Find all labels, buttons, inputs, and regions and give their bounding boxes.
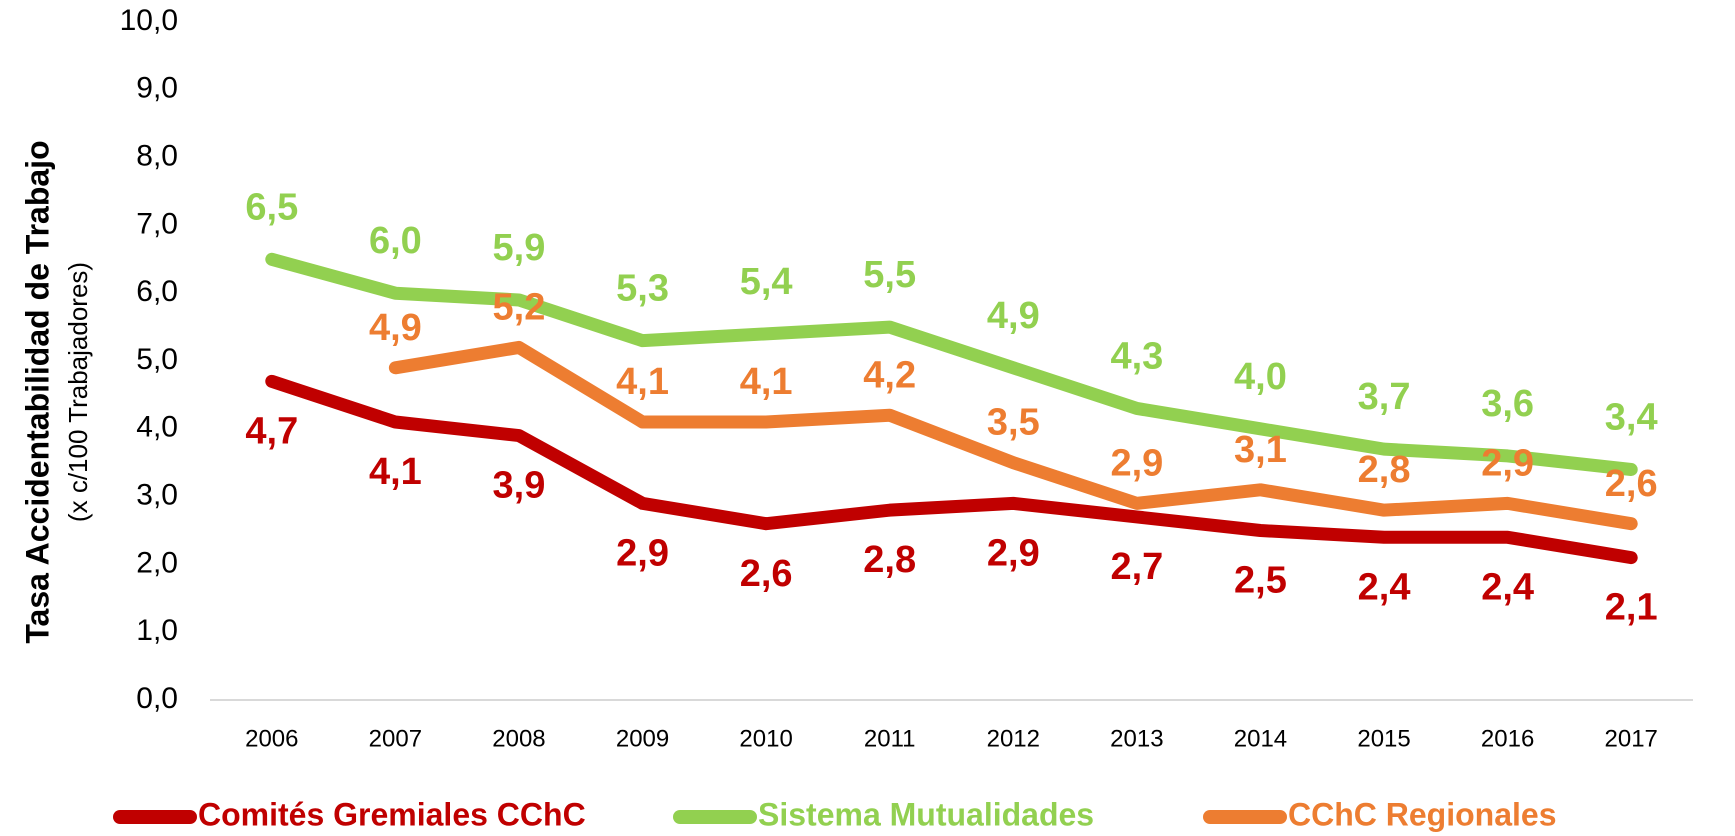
data-label: 2,5 [1234,560,1287,602]
x-tick-label: 2016 [1481,725,1534,752]
series-line [265,374,1638,565]
data-label: 4,1 [616,361,669,403]
y-tick-label: 6,0 [136,275,178,308]
x-tick-label: 2013 [1110,725,1163,752]
y-tick-label: 8,0 [136,140,178,173]
data-label: 2,8 [1358,449,1411,491]
series-line [265,252,1638,476]
y-tick-label: 7,0 [136,207,178,240]
data-label: 4,7 [245,410,298,452]
x-tick-label: 2010 [739,725,792,752]
data-label: 3,5 [987,402,1040,444]
series-line [388,340,1638,531]
data-label: 2,9 [616,532,669,574]
y-axis-title: Tasa Accidentabilidad de Trabajo [19,140,55,643]
data-label: 3,9 [493,465,546,507]
legend-label: CChC Regionales [1288,796,1556,832]
data-label: 6,5 [245,186,298,228]
data-label: 6,0 [369,220,422,262]
x-tick-label: 2009 [616,725,669,752]
y-tick-label: 5,0 [136,343,178,376]
data-label: 5,4 [740,261,793,303]
x-tick-label: 2011 [864,725,916,752]
data-label: 3,7 [1358,376,1411,418]
x-tick-label: 2015 [1357,725,1410,752]
x-tick-label: 2017 [1605,725,1658,752]
data-label: 2,9 [987,532,1040,574]
x-tick-label: 2014 [1234,725,1287,752]
data-label: 4,9 [369,307,422,349]
data-label: 2,9 [1481,442,1534,484]
data-label: 2,6 [740,553,793,595]
data-label: 4,3 [1110,335,1163,377]
y-tick-label: 1,0 [136,614,178,647]
x-tick-label: 2008 [492,725,545,752]
data-label: 4,9 [987,295,1040,337]
data-label: 4,1 [369,451,422,493]
y-tick-label: 2,0 [136,546,178,579]
y-axis-subtitle: (x c/100 Trabajadores) [63,262,93,522]
data-label: 3,4 [1605,397,1658,439]
y-tick-label: 9,0 [136,72,178,105]
data-label: 4,0 [1234,356,1287,398]
data-label: 3,6 [1481,383,1534,425]
x-tick-label: 2007 [369,725,422,752]
data-label: 2,4 [1481,566,1534,608]
y-tick-label: 4,0 [136,411,178,444]
y-tick-label: 3,0 [136,479,178,512]
data-label: 5,3 [616,268,669,310]
data-label: 4,2 [863,354,916,396]
legend-label: Comités Gremiales CChC [198,796,586,832]
x-tick-label: 2006 [245,725,298,752]
data-label: 5,2 [493,286,546,328]
data-label: 5,5 [863,254,916,296]
data-label: 4,1 [740,361,793,403]
data-label: 2,1 [1605,587,1658,629]
data-label: 2,9 [1110,442,1163,484]
data-label: 2,8 [863,539,916,581]
y-tick-label: 10,0 [120,4,178,37]
x-tick-label: 2012 [987,725,1040,752]
data-label: 2,4 [1358,566,1411,608]
y-tick-label: 0,0 [136,682,178,715]
data-label: 5,9 [493,227,546,269]
data-label: 3,1 [1234,429,1287,471]
data-label: 2,6 [1605,463,1658,505]
legend-label: Sistema Mutualidades [758,796,1094,832]
data-label: 2,7 [1110,546,1163,588]
